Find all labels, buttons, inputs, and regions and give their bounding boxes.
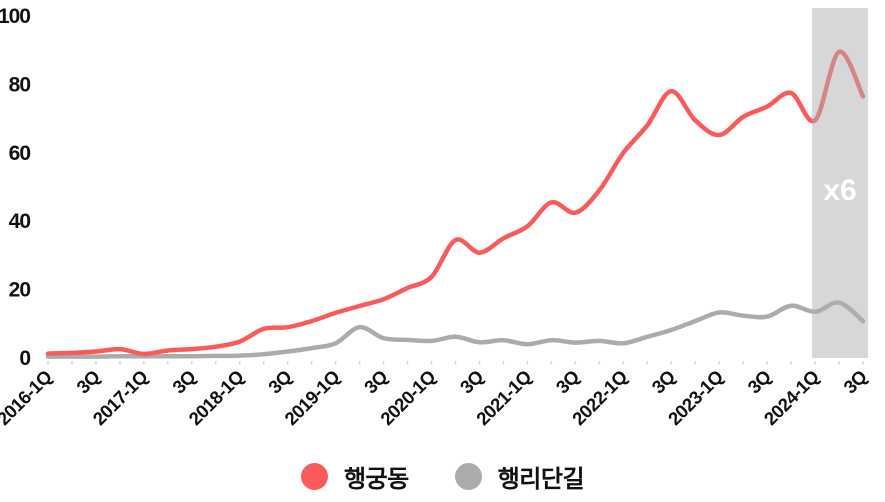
- x-axis-label: 3Q: [552, 366, 584, 398]
- legend-label-haenggungdong: 행궁동: [343, 466, 409, 493]
- y-axis-label: 80: [9, 73, 31, 96]
- series-line-haenggungdong: [45, 49, 866, 357]
- legend-label-haengnidangil: 행리단길: [497, 466, 585, 493]
- highlight-region-2024: [812, 8, 868, 358]
- x-axis-label: 3Q: [168, 366, 200, 398]
- series-line-haengnidangil: [45, 300, 866, 359]
- x-axis-label: 3Q: [647, 366, 679, 398]
- highlight-annotation: x6: [823, 174, 856, 207]
- legend-marker-red-icon: [300, 463, 328, 490]
- y-axis-label: 60: [9, 142, 31, 165]
- y-axis-label: 0: [19, 347, 30, 370]
- y-axis-label: 40: [9, 210, 31, 233]
- legend-item-haenggungdong: 행궁동: [300, 459, 409, 494]
- x-axis-label: 3Q: [72, 366, 104, 398]
- x-axis-label: 3Q: [264, 366, 296, 398]
- y-axis-label: 100: [0, 5, 30, 28]
- x-axis-label: 3Q: [456, 366, 488, 398]
- y-axis-label: 20: [9, 279, 31, 302]
- x-axis-label: 2016-1Q: [0, 366, 56, 429]
- x-axis-label: 3Q: [360, 366, 392, 398]
- legend-item-haengnidangil: 행리단길: [454, 459, 585, 494]
- x-axis-label: 3Q: [743, 366, 775, 398]
- x-axis-label: 3Q: [839, 366, 871, 398]
- legend-marker-gray-icon: [454, 463, 482, 490]
- legend: 행궁동 행리단길: [0, 459, 885, 494]
